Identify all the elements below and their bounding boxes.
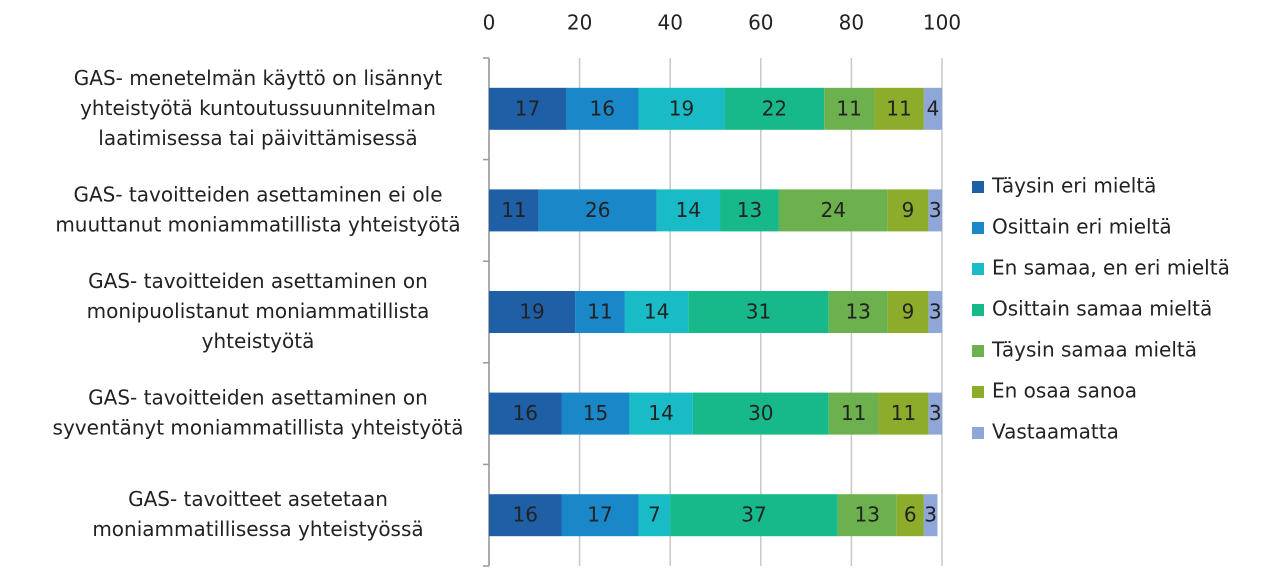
bar-segment [923,87,942,130]
bar-segment [896,494,924,537]
data-label: 3 [929,300,942,324]
legend-swatch [972,345,984,357]
bar-segment [828,291,888,333]
bar-segment [828,392,879,435]
category-label: GAS- tavoitteiden asettaminen on monipuol… [87,269,430,353]
x-tick-label: 60 [748,11,773,35]
data-label: 11 [886,96,911,120]
category-label: GAS- menetelmän käyttö on lisännyt yhteis… [74,65,443,149]
data-label: 3 [924,503,937,527]
bar-segment [837,494,897,537]
data-label: 17 [587,503,612,527]
bar-segment [720,189,779,232]
bar-segment [887,189,929,232]
bar-segment [778,189,888,232]
data-label: 11 [501,198,526,222]
data-label: 14 [676,198,701,222]
data-label: 11 [841,401,866,425]
data-label: 14 [644,300,669,324]
data-label: 22 [762,96,787,120]
x-tick-label: 40 [657,11,682,35]
legend-label: Vastaamatta [992,420,1119,444]
bar-segment [928,291,942,333]
legend-label: Täysin eri mieltä [991,174,1156,198]
legend-swatch [972,427,984,439]
legend-swatch [972,263,984,275]
data-label: 16 [513,401,538,425]
legend-label: Täysin samaa mieltä [991,338,1197,362]
data-label: 11 [587,300,612,324]
bar-segment [489,189,539,232]
data-label: 7 [648,503,661,527]
bar-segment [692,392,829,435]
bar-segment [489,87,567,130]
bar-segment [724,87,825,130]
legend-swatch [972,304,984,316]
bar-segment [561,392,630,435]
bar-segment [638,87,725,130]
data-label: 16 [590,96,615,120]
legend-label: Osittain samaa mieltä [992,297,1212,321]
bar-segment [878,392,929,435]
data-label: 17 [515,96,540,120]
bar-segment [656,189,721,232]
category-label: GAS- tavoitteet asetetaan moniammatillise… [92,487,423,541]
bar-segment [489,392,562,435]
bar-segment [575,291,625,333]
legend-swatch [972,181,984,193]
x-tick-label: 100 [923,11,961,35]
bar-segment [538,189,657,232]
data-label: 3 [929,198,942,222]
data-label: 11 [891,401,916,425]
data-label: 3 [929,401,942,425]
data-label: 14 [648,401,673,425]
legend-label: En samaa, en eri mieltä [992,256,1230,280]
x-tick-label: 20 [567,11,592,35]
bar-segment [489,494,562,537]
bar-segment [928,189,942,232]
legend-swatch [972,222,984,234]
bar-segment [670,494,838,537]
data-label: 6 [904,503,917,527]
x-tick-label: 0 [483,11,496,35]
legend-label: Osittain eri mieltä [992,215,1172,239]
data-label: 4 [927,96,940,120]
data-label: 19 [669,96,694,120]
legend-label: En osaa sanoa [992,379,1137,403]
data-label: 30 [748,401,773,425]
bar-segment [638,494,671,537]
bar-segment [624,291,689,333]
data-label: 24 [821,198,846,222]
bar-segment [923,494,938,537]
bar-segment [629,392,693,435]
data-label: 11 [836,96,861,120]
bar-segment [824,87,875,130]
bar-segment [928,392,942,435]
data-label: 9 [902,198,915,222]
category-label: GAS- tavoitteiden asettaminen on syventän… [53,385,464,439]
data-label: 9 [902,300,915,324]
x-tick-label: 80 [839,11,864,35]
data-label: 13 [855,503,880,527]
legend-swatch [972,386,984,398]
bar-segment [688,291,829,333]
data-label: 13 [845,300,870,324]
data-label: 15 [583,401,608,425]
data-label: 13 [737,198,762,222]
bar-segment [874,87,924,130]
data-label: 37 [741,503,766,527]
bar-segment [566,87,639,130]
data-label: 19 [519,300,544,324]
category-label: GAS- tavoitteiden asettaminen ei ole muut… [55,182,460,236]
data-label: 16 [513,503,538,527]
bar-segment [887,291,929,333]
data-label: 31 [746,300,771,324]
data-label: 26 [585,198,610,222]
bar-segment [489,291,576,333]
bar-segment [561,494,639,537]
